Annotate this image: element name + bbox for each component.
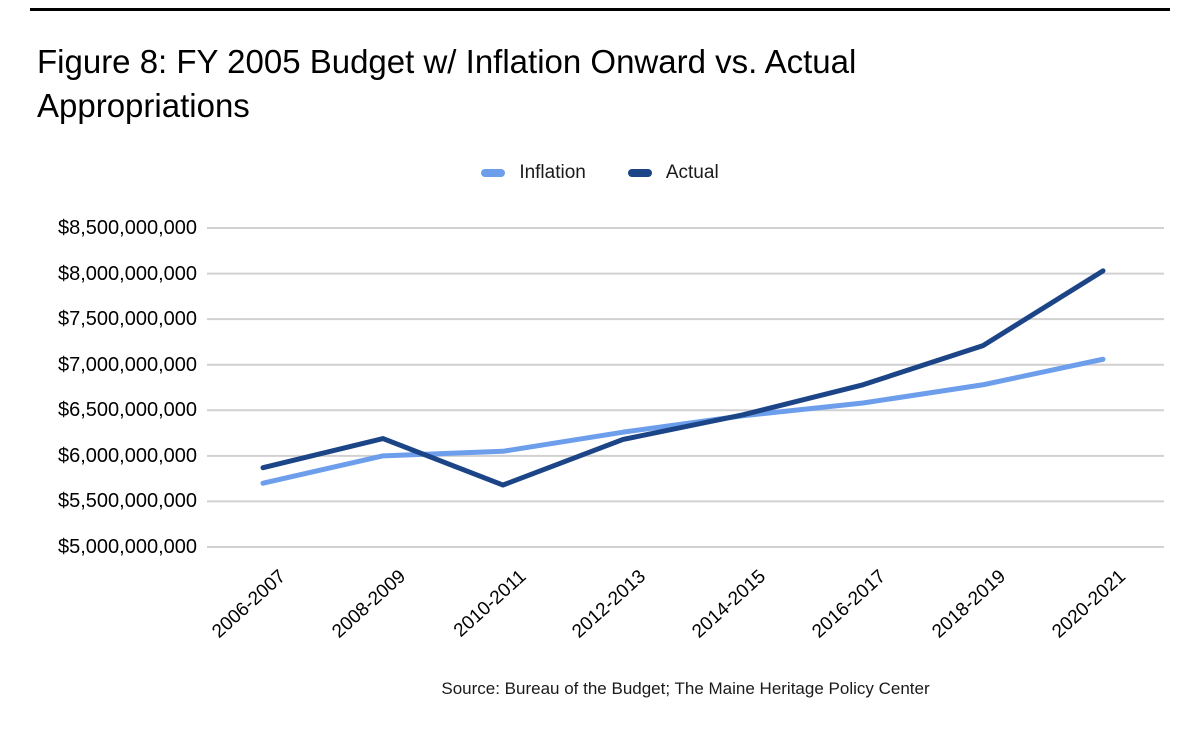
y-axis-tick-label: $6,500,000,000: [57, 399, 197, 422]
legend-item-inflation: Inflation: [481, 162, 586, 184]
y-axis-tick-label: $5,000,000,000: [57, 536, 197, 558]
y-axis-tick-label: $7,500,000,000: [57, 308, 197, 331]
plot-area: [207, 227, 1164, 548]
legend-item-actual: Actual: [627, 162, 719, 184]
x-axis-tick-label: 2010-2011: [449, 566, 531, 642]
page-title-line1: Figure 8: FY 2005 Budget w/ Inflation On…: [37, 43, 857, 80]
y-axis-tick-label: $8,000,000,000: [57, 262, 197, 285]
page-title-line2: Appropriations: [37, 87, 250, 124]
legend-label-actual: Actual: [665, 162, 719, 183]
x-axis-tick-label: 2016-2017: [808, 566, 891, 643]
source-credit: Source: Bureau of the Budget; The Maine …: [441, 679, 930, 698]
x-axis-tick-label: 2014-2015: [688, 566, 771, 643]
x-axis-tick-label: 2020-2021: [1048, 566, 1131, 643]
x-axis-tick-label: 2012-2013: [568, 566, 651, 643]
y-axis-tick-label: $6,000,000,000: [57, 444, 197, 467]
y-axis-tick-label: $8,500,000,000: [57, 217, 197, 239]
legend-swatch-inflation: [481, 169, 506, 177]
x-axis-tick-label: 2018-2019: [928, 566, 1011, 643]
x-axis-tick-label: 2008-2009: [328, 566, 411, 643]
top-rule: [30, 8, 1170, 11]
series-line-actual: [260, 268, 1106, 488]
series-line-inflation: [260, 356, 1106, 486]
y-axis-tick-label: $5,500,000,000: [57, 490, 197, 513]
y-axis-tick-label: $7,000,000,000: [57, 353, 197, 376]
x-axis-tick-label: 2006-2007: [208, 566, 291, 643]
legend-label-inflation: Inflation: [519, 162, 586, 183]
chart-legend: Inflation Actual: [0, 160, 1200, 186]
legend-swatch-actual: [627, 169, 652, 177]
page-title: Figure 8: FY 2005 Budget w/ Inflation On…: [37, 40, 1117, 128]
